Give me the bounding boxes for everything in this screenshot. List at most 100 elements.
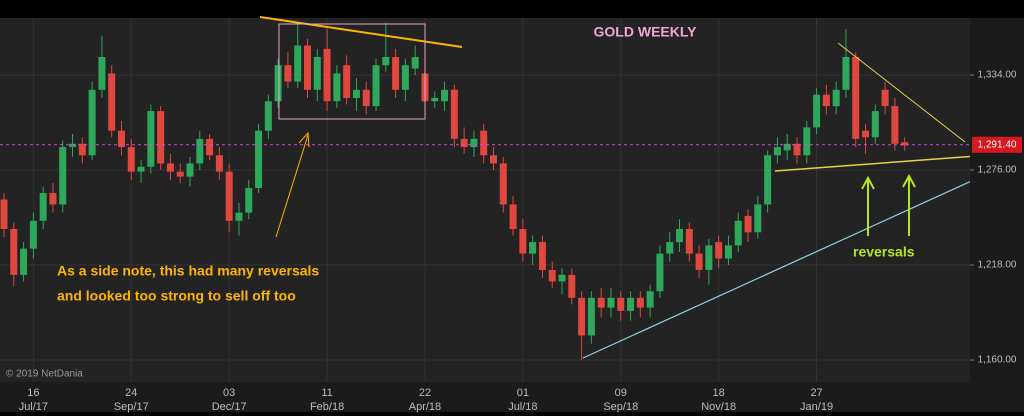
candle-body bbox=[617, 297, 625, 311]
candle-body bbox=[529, 242, 537, 254]
candle-body bbox=[568, 274, 576, 298]
candle-body bbox=[646, 291, 654, 308]
candle-body bbox=[333, 73, 341, 102]
candle-body bbox=[793, 143, 801, 156]
candle-body bbox=[186, 163, 194, 177]
candle-body bbox=[147, 111, 155, 167]
candle-body bbox=[441, 89, 449, 102]
candle-body bbox=[206, 138, 214, 156]
candle-body bbox=[715, 242, 723, 259]
candle-body bbox=[78, 143, 86, 156]
candle-body bbox=[166, 163, 174, 172]
candle-body bbox=[891, 106, 899, 144]
candle-body bbox=[597, 297, 605, 308]
x-tick-label: 01 bbox=[517, 387, 529, 399]
x-tick-label: Apr/18 bbox=[409, 401, 441, 413]
candle-body bbox=[127, 147, 135, 172]
candle-body bbox=[744, 215, 752, 233]
candle-body bbox=[10, 228, 18, 275]
x-tick-label: 27 bbox=[810, 387, 822, 399]
axis-panel bbox=[0, 382, 1024, 412]
x-tick-label: 16 bbox=[27, 387, 39, 399]
drawings bbox=[259, 16, 1023, 359]
candle-body bbox=[343, 65, 351, 98]
y-tick-label: 1,160.00 bbox=[978, 355, 1017, 366]
candle-body bbox=[39, 192, 47, 221]
x-tick-label: 11 bbox=[321, 387, 332, 399]
candle-body bbox=[558, 274, 566, 282]
annotation: As a side note, this had many reversals bbox=[57, 263, 319, 279]
candle-body bbox=[548, 269, 556, 282]
candle-body bbox=[245, 188, 253, 213]
candle-body bbox=[59, 147, 67, 205]
candle-body bbox=[587, 297, 595, 336]
candle-body bbox=[773, 147, 781, 156]
candle-body bbox=[176, 171, 184, 177]
candle-body bbox=[490, 155, 497, 164]
candles bbox=[0, 22, 970, 361]
candle-body bbox=[636, 297, 644, 308]
candle-body bbox=[538, 242, 546, 270]
x-tick-label: Jan/19 bbox=[800, 401, 833, 413]
candle-body bbox=[294, 45, 302, 82]
range-box bbox=[278, 23, 426, 120]
candle-body bbox=[803, 127, 811, 156]
candle-body bbox=[842, 56, 850, 90]
trend-line bbox=[774, 154, 991, 172]
candle-body bbox=[783, 143, 791, 151]
candle-body bbox=[450, 89, 458, 139]
candle-body bbox=[901, 142, 909, 146]
candle-body bbox=[157, 111, 165, 164]
candle-body bbox=[685, 228, 693, 254]
candle-body bbox=[627, 297, 635, 311]
candle-body bbox=[382, 56, 390, 66]
candle-body bbox=[764, 155, 772, 205]
candle-body bbox=[215, 155, 223, 172]
candle-body bbox=[666, 242, 674, 254]
candle-body bbox=[255, 130, 263, 189]
candle-body bbox=[656, 253, 664, 292]
candle-body bbox=[862, 130, 870, 138]
candle-body bbox=[392, 56, 400, 90]
candle-body bbox=[196, 138, 204, 164]
candle-body bbox=[411, 56, 419, 69]
candle-body bbox=[705, 245, 713, 270]
candle-body bbox=[822, 94, 830, 107]
candle-body bbox=[362, 89, 370, 107]
chart-title: GOLD WEEKLY bbox=[594, 24, 698, 40]
candle-body bbox=[509, 204, 517, 229]
x-tick-label: Sep/17 bbox=[114, 401, 149, 413]
candle-body bbox=[274, 65, 282, 102]
candle-body bbox=[480, 130, 488, 156]
candle-body bbox=[578, 297, 586, 336]
x-tick-label: 18 bbox=[713, 387, 725, 399]
x-tick-label: Nov/18 bbox=[701, 401, 736, 413]
candle-body bbox=[734, 220, 742, 246]
candle-body bbox=[372, 65, 380, 107]
candle-body bbox=[323, 48, 331, 102]
candle-body bbox=[519, 228, 527, 254]
candle-body bbox=[695, 253, 703, 270]
arrow-head bbox=[298, 131, 310, 148]
last-price-label: 1,291.40 bbox=[978, 139, 1017, 150]
x-tick-label: Jul/18 bbox=[508, 401, 537, 413]
candle-body bbox=[225, 171, 233, 221]
candle-body bbox=[108, 73, 116, 131]
candle-body bbox=[20, 248, 28, 275]
copyright: © 2019 NetDania bbox=[6, 369, 83, 380]
x-tick-label: Sep/18 bbox=[603, 401, 638, 413]
candle-body bbox=[607, 297, 615, 308]
candle-body bbox=[235, 212, 243, 221]
candle-body bbox=[871, 111, 879, 138]
annotation: and looked too strong to sell off too bbox=[57, 288, 296, 304]
trend-line bbox=[259, 16, 463, 48]
candle-body bbox=[881, 89, 889, 107]
candle-body bbox=[852, 56, 860, 139]
candle-body bbox=[0, 199, 8, 229]
x-tick-label: 03 bbox=[223, 387, 235, 399]
y-tick-label: 1,218.00 bbox=[978, 260, 1017, 271]
x-tick-label: 22 bbox=[419, 387, 431, 399]
candle-body bbox=[284, 65, 292, 82]
arrow bbox=[275, 134, 309, 238]
